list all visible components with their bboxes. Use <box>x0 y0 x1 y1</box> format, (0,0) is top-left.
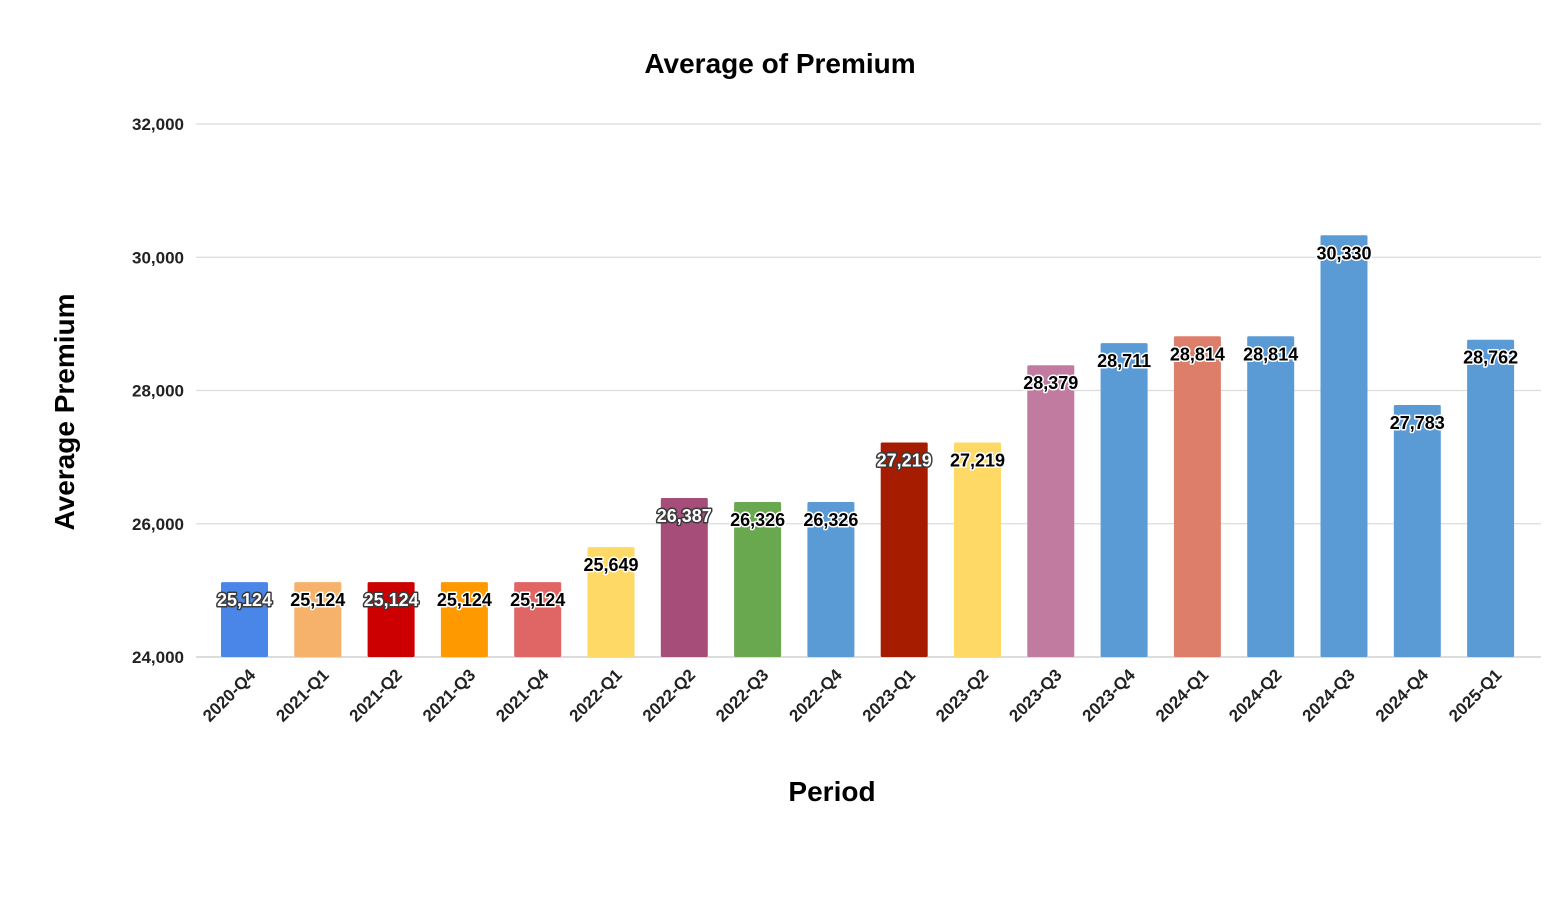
data-label: 26,387 <box>657 506 712 526</box>
data-label: 26,326 <box>730 510 785 530</box>
x-axis-title: Period <box>788 776 875 807</box>
data-label: 25,124 <box>437 590 492 610</box>
gridlines <box>196 123 1541 658</box>
bar <box>1027 365 1075 657</box>
x-tick-label: 2022-Q4 <box>786 665 847 726</box>
bar <box>954 442 1001 657</box>
data-label: 28,379 <box>1023 373 1078 393</box>
bar <box>660 497 708 657</box>
x-tick-label: 2025-Q1 <box>1445 665 1505 725</box>
y-tick-label: 24,000 <box>132 648 184 667</box>
bar <box>514 582 562 657</box>
x-tick-label: 2020-Q4 <box>199 665 260 726</box>
data-label: 25,124 <box>290 590 345 610</box>
chart-title: Average of Premium <box>644 48 915 79</box>
bar <box>440 582 488 657</box>
x-tick-label: 2023-Q4 <box>1079 665 1140 726</box>
data-labels: 25,124 25,124 25,124 25,124 25,124 25,649 26,3… <box>215 242 1519 612</box>
bar <box>587 547 635 657</box>
x-tick-label: 2024-Q1 <box>1152 665 1212 725</box>
data-label: 28,814 <box>1170 344 1225 364</box>
bar <box>880 442 928 657</box>
x-tick-label: 2024-Q2 <box>1225 665 1285 725</box>
data-label: 28,762 <box>1463 348 1518 368</box>
data-label: 30,330 <box>1316 243 1371 263</box>
x-tick-label: 2021-Q1 <box>272 665 332 725</box>
y-tick-label: 28,000 <box>132 382 184 401</box>
x-tick-label: 2024-Q4 <box>1372 665 1433 726</box>
y-tick-label: 26,000 <box>132 515 184 534</box>
data-label: 25,124 <box>510 590 565 610</box>
data-label: 28,814 <box>1243 344 1298 364</box>
data-label: 25,649 <box>583 555 638 575</box>
y-axis-ticks: 24,000 26,000 28,000 30,000 32,000 <box>132 115 184 667</box>
data-label: 25,124 <box>364 590 419 610</box>
x-tick-label: 2022-Q2 <box>639 665 699 725</box>
x-tick-label: 2022-Q1 <box>566 665 626 725</box>
bar <box>221 582 268 657</box>
data-label: 27,219 <box>877 451 932 471</box>
y-tick-label: 30,000 <box>132 248 184 267</box>
bar <box>1247 336 1295 657</box>
bar <box>294 582 342 657</box>
x-tick-label: 2021-Q4 <box>492 665 553 726</box>
bar <box>734 502 782 657</box>
data-label: 27,219 <box>950 451 1005 471</box>
bars <box>221 235 1515 658</box>
bar <box>1467 339 1515 657</box>
y-axis-title: Average Premium <box>49 293 80 530</box>
bar <box>807 502 855 657</box>
bar <box>1100 343 1148 657</box>
bar <box>1173 336 1221 657</box>
x-tick-label: 2022-Q3 <box>712 665 772 725</box>
y-tick-label: 32,000 <box>132 115 184 134</box>
x-axis-ticks: 2020-Q4 2021-Q1 2021-Q2 2021-Q3 2021-Q4 2022-… <box>199 665 1505 726</box>
x-tick-label: 2023-Q3 <box>1005 665 1065 725</box>
bar <box>1320 235 1368 658</box>
x-tick-label: 2024-Q3 <box>1299 665 1359 725</box>
bar <box>1393 404 1441 657</box>
data-label: 25,124 <box>217 590 272 610</box>
x-tick-label: 2021-Q2 <box>346 665 406 725</box>
x-tick-label: 2021-Q3 <box>419 665 479 725</box>
bar <box>367 582 415 657</box>
x-tick-label: 2023-Q1 <box>859 665 919 725</box>
data-label: 26,326 <box>803 510 858 530</box>
x-tick-label: 2023-Q2 <box>932 665 992 725</box>
data-label: 28,711 <box>1097 351 1151 371</box>
data-label: 27,783 <box>1390 413 1445 433</box>
